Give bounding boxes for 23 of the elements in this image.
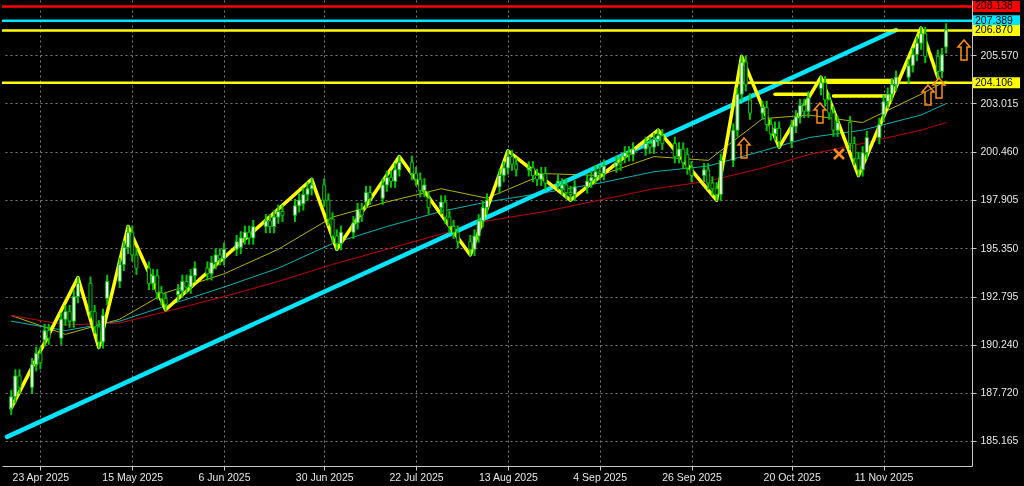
ref-line-label: 207.389 (975, 13, 1014, 26)
y-tick-label: 185.165 (980, 434, 1019, 447)
x-tick-label: 13 Aug 2025 (478, 470, 539, 483)
x-tick-label: 30 Jun 2025 (295, 470, 354, 483)
x-tick-label: 22 Jul 2025 (389, 470, 444, 483)
y-tick-label: 203.015 (980, 96, 1019, 109)
y-tick-label: 205.570 (980, 48, 1019, 61)
x-tick-label: 23 Apr 2025 (12, 470, 70, 483)
x-tick-label: 26 Sep 2025 (662, 470, 722, 483)
x-tick-label: 4 Sep 2025 (573, 470, 628, 483)
ref-line-label: 208.138 (975, 0, 1014, 12)
x-tick-label: 11 Nov 2025 (854, 470, 914, 483)
y-tick-label: 192.795 (980, 290, 1019, 303)
y-tick-label: 197.905 (980, 193, 1019, 206)
y-tick-label: 187.720 (980, 386, 1019, 399)
y-tick-label: 195.350 (980, 241, 1019, 254)
y-tick-label: 200.460 (980, 145, 1019, 158)
x-tick-label: 20 Oct 2025 (763, 470, 821, 483)
y-tick-label: 190.240 (980, 338, 1019, 351)
ref-line-label: 206.870 (975, 23, 1014, 36)
x-tick-label: 15 May 2025 (102, 470, 164, 483)
x-tick-label: 6 Jun 2025 (198, 470, 251, 483)
ref-line-label: 204.106 (975, 75, 1014, 88)
